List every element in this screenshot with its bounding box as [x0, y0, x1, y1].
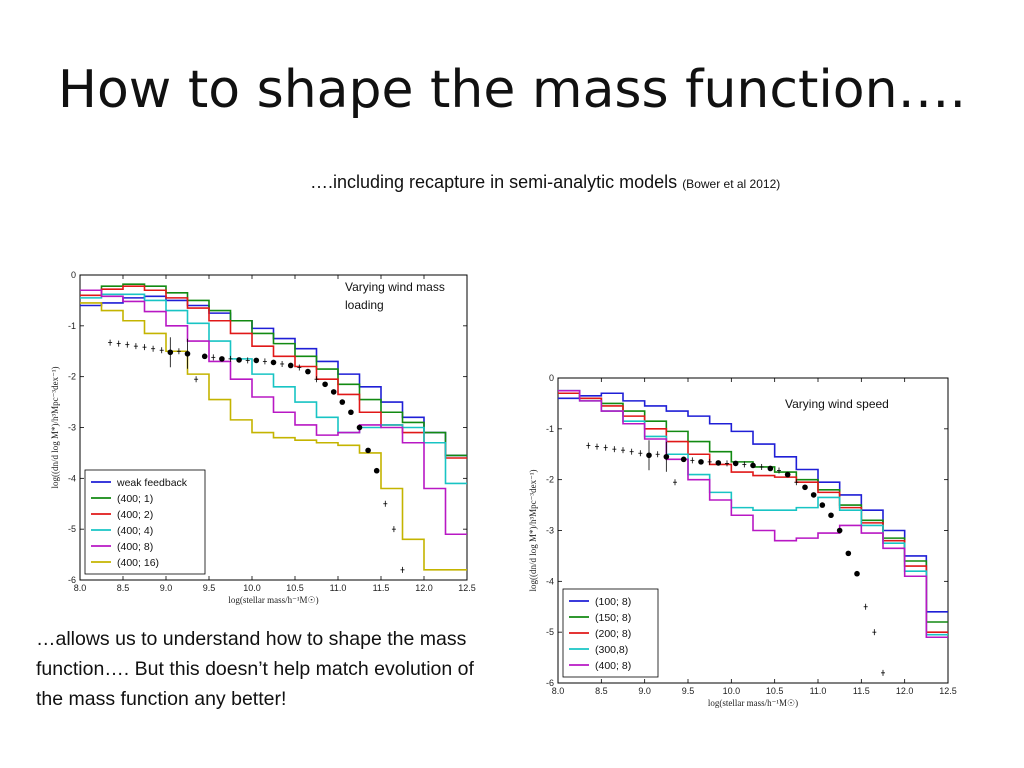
x-tick-label: 12.0 — [896, 686, 914, 696]
legend-label: (400; 2) — [117, 509, 153, 521]
series-line-0 — [558, 392, 948, 613]
observation-point — [339, 399, 346, 405]
y-tick-label: -3 — [68, 423, 76, 433]
observation-point — [828, 512, 834, 519]
x-axis-label: log(stellar mass/h⁻¹M☉) — [228, 595, 318, 605]
observation-point — [732, 460, 739, 467]
observation-point — [854, 570, 860, 577]
x-tick-label: 12.5 — [458, 583, 476, 593]
observation-point — [750, 462, 756, 469]
chart-wind-speed: 8.0 8.5 9.0 9.5 10.0 10.5 11.0 11.5 12.0 12.5 0 -1 -… — [520, 370, 960, 715]
observation-point — [373, 467, 380, 474]
chart-annotation: loading — [345, 298, 384, 312]
observation-point — [680, 456, 687, 463]
y-axis-label: log((dn/d log M*)/h³Mpc⁻³dex⁻¹) — [528, 469, 538, 591]
y-tick-label: -3 — [546, 526, 554, 536]
x-tick-label: 12.0 — [415, 583, 433, 593]
legend-label: (400; 4) — [117, 525, 153, 537]
x-tick-label: 10.5 — [286, 583, 304, 593]
y-tick-label: -6 — [68, 575, 76, 585]
legend-label: (300,8) — [595, 644, 628, 656]
y-tick-label: -1 — [546, 424, 554, 434]
series-line-4 — [558, 389, 948, 639]
chart-svg-wind-mass-loading: 8.0 8.5 9.0 9.5 10.0 10.5 11.0 11.5 12.0 12.5 0 -1 -… — [50, 270, 476, 605]
legend-label: (400; 8) — [117, 541, 153, 553]
observation-point — [270, 359, 277, 366]
observation-point — [365, 447, 371, 454]
observation-point — [348, 409, 354, 416]
legend-label: (100; 8) — [595, 596, 631, 608]
chart-svg-wind-speed: 8.0 8.5 9.0 9.5 10.0 10.5 11.0 11.5 12.0 12.5 0 -1 -… — [528, 373, 957, 708]
x-tick-label: 8.0 — [552, 686, 565, 696]
legend-label: (150; 8) — [595, 612, 631, 624]
legend-label: (200; 8) — [595, 628, 631, 640]
y-tick-label: -6 — [546, 678, 554, 688]
x-tick-label: 8.5 — [595, 686, 608, 696]
x-tick-label: 11.5 — [373, 583, 390, 593]
x-tick-label: 9.0 — [160, 583, 173, 593]
legend-label: (400; 1) — [117, 493, 153, 505]
slide-title: How to shape the mass function…. — [57, 60, 967, 120]
observation-point — [305, 368, 311, 375]
observation-point — [219, 356, 225, 362]
series-line-5 — [80, 302, 467, 571]
y-tick-label: -2 — [546, 475, 554, 485]
x-tick-label: 9.5 — [682, 686, 695, 696]
y-tick-label: -1 — [68, 321, 76, 331]
x-tick-label: 10.0 — [723, 686, 741, 696]
y-tick-label: -2 — [68, 372, 76, 382]
y-tick-label: -5 — [546, 627, 554, 637]
observation-point — [715, 460, 722, 466]
x-tick-label: 8.5 — [117, 583, 130, 593]
y-tick-label: -5 — [68, 524, 76, 534]
x-tick-label: 11.5 — [853, 686, 870, 696]
x-tick-label: 8.0 — [74, 583, 87, 593]
observation-point — [330, 389, 337, 395]
series-line-4 — [80, 289, 467, 536]
chart-annotation: Varying wind speed — [785, 397, 889, 411]
observation-point — [287, 362, 294, 369]
observation-point — [201, 353, 208, 360]
observation-point — [236, 357, 242, 363]
observation-point — [253, 357, 260, 364]
observation-point — [356, 424, 363, 431]
slide-subtitle: ….including recapture in semi-analytic m… — [310, 172, 780, 193]
observation-point — [767, 465, 774, 472]
legend-label: weak feedback — [116, 477, 188, 489]
legend-label: (400; 8) — [595, 660, 631, 672]
y-tick-label: -4 — [546, 576, 554, 586]
observation-point — [802, 484, 808, 491]
observation-point — [819, 502, 826, 508]
x-tick-label: 10.0 — [243, 583, 261, 593]
x-tick-label: 11.0 — [330, 583, 347, 593]
x-tick-label: 9.0 — [638, 686, 651, 696]
legend-box — [84, 469, 206, 575]
observation-point — [810, 492, 817, 498]
x-tick-label: 10.5 — [766, 686, 784, 696]
subtitle-reference: (Bower et al 2012) — [682, 177, 781, 191]
x-tick-label: 11.0 — [810, 686, 827, 696]
series-line-3 — [80, 293, 467, 485]
y-tick-label: -4 — [68, 473, 76, 483]
observation-point — [698, 459, 704, 465]
observation-point — [322, 381, 328, 388]
chart-annotation: Varying wind mass — [345, 280, 445, 294]
slide-body-text: …allows us to understand how to shape th… — [36, 628, 474, 710]
subtitle-text: ….including recapture in semi-analytic m… — [310, 172, 678, 192]
legend-label: (400; 16) — [117, 557, 159, 569]
y-tick-label: 0 — [549, 373, 554, 383]
x-tick-label: 12.5 — [939, 686, 957, 696]
y-tick-label: 0 — [71, 270, 76, 280]
y-axis-label: log((dn/d log M*)/h³Mpc⁻³dex⁻¹) — [50, 366, 60, 488]
x-axis-label: log(stellar mass/h⁻¹M☉) — [708, 698, 798, 708]
chart-wind-mass-loading: 8.0 8.5 9.0 9.5 10.0 10.5 11.0 11.5 12.0 12.5 0 -1 -… — [40, 265, 480, 610]
observation-point — [845, 550, 852, 557]
observation-point — [836, 527, 843, 534]
x-tick-label: 9.5 — [203, 583, 216, 593]
observation-point — [784, 471, 791, 478]
